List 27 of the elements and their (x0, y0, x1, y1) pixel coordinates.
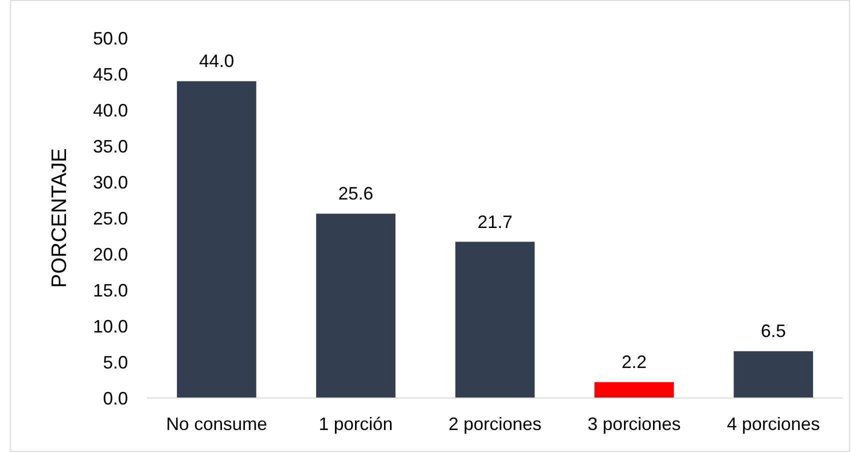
bar (316, 214, 396, 398)
data-label: 6.5 (760, 321, 786, 342)
y-tick-label: 20.0 (92, 244, 128, 264)
y-tick-label: 15.0 (92, 280, 128, 300)
y-tick-label: 50.0 (92, 28, 128, 48)
x-tick-label: 2 porciones (448, 414, 542, 434)
x-tick-label: 1 porción (318, 414, 393, 434)
bar (594, 382, 674, 398)
data-label: 44.0 (199, 51, 234, 72)
y-tick-label: 45.0 (92, 64, 128, 84)
y-tick-label: 35.0 (92, 136, 128, 156)
bar (734, 351, 814, 398)
bar (176, 81, 256, 398)
y-tick-label: 5.0 (102, 352, 128, 372)
y-tick-label: 10.0 (92, 316, 128, 336)
y-axis-title: PORCENTAJE (48, 148, 71, 288)
bar (455, 242, 535, 398)
x-tick-label: 4 porciones (726, 414, 820, 434)
y-tick-label: 40.0 (92, 100, 128, 120)
y-tick-label: 25.0 (92, 208, 128, 228)
data-label: 21.7 (477, 212, 513, 232)
x-tick-label: 3 porciones (588, 414, 681, 434)
x-tick-label: No consume (166, 414, 268, 434)
y-tick-label: 30.0 (92, 172, 128, 192)
data-label: 2.2 (622, 352, 647, 372)
data-label: 25.6 (338, 184, 374, 204)
y-tick-label: 0.0 (102, 388, 128, 408)
